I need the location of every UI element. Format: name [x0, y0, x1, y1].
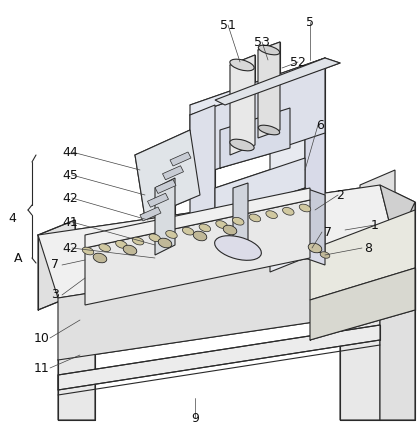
Text: 45: 45: [62, 168, 78, 182]
Polygon shape: [58, 245, 395, 360]
Polygon shape: [85, 188, 310, 248]
Ellipse shape: [258, 125, 280, 135]
Polygon shape: [190, 58, 325, 115]
Text: 10: 10: [34, 331, 50, 345]
Ellipse shape: [283, 207, 294, 215]
Text: 1: 1: [371, 218, 379, 232]
Polygon shape: [190, 68, 325, 178]
Ellipse shape: [182, 227, 194, 235]
Text: 7: 7: [51, 259, 59, 272]
Polygon shape: [258, 42, 280, 138]
Ellipse shape: [266, 211, 277, 218]
Polygon shape: [155, 178, 175, 255]
Polygon shape: [360, 170, 395, 255]
Ellipse shape: [232, 218, 244, 225]
Text: 44: 44: [62, 145, 78, 159]
Ellipse shape: [223, 225, 237, 235]
Polygon shape: [148, 193, 168, 207]
Polygon shape: [58, 340, 95, 420]
Text: 3: 3: [51, 288, 59, 302]
Ellipse shape: [249, 214, 261, 222]
Ellipse shape: [132, 237, 144, 245]
Text: 11: 11: [34, 361, 50, 374]
Ellipse shape: [149, 234, 161, 241]
Ellipse shape: [299, 204, 311, 212]
Polygon shape: [163, 166, 183, 180]
Text: 53: 53: [254, 35, 270, 48]
Text: 2: 2: [336, 189, 344, 202]
Ellipse shape: [99, 244, 111, 252]
Text: 5: 5: [306, 16, 314, 28]
Ellipse shape: [123, 245, 137, 255]
Polygon shape: [310, 268, 415, 340]
Ellipse shape: [216, 221, 227, 229]
Polygon shape: [305, 125, 325, 265]
Text: 52: 52: [290, 55, 306, 69]
Polygon shape: [155, 179, 176, 194]
Text: 6: 6: [316, 118, 324, 132]
Text: A: A: [14, 252, 22, 264]
Polygon shape: [38, 220, 75, 310]
Polygon shape: [310, 210, 415, 300]
Ellipse shape: [193, 231, 207, 241]
Polygon shape: [270, 125, 305, 272]
Polygon shape: [340, 285, 380, 420]
Text: 4: 4: [8, 211, 16, 225]
Text: 42: 42: [62, 241, 78, 254]
Polygon shape: [395, 202, 415, 310]
Text: 7: 7: [324, 225, 332, 238]
Ellipse shape: [308, 243, 322, 253]
Polygon shape: [38, 185, 395, 298]
Text: 9: 9: [191, 412, 199, 424]
Ellipse shape: [166, 231, 177, 238]
Polygon shape: [85, 200, 310, 305]
Ellipse shape: [82, 247, 94, 255]
Polygon shape: [233, 183, 248, 255]
Polygon shape: [140, 207, 161, 221]
Ellipse shape: [116, 241, 127, 248]
Ellipse shape: [199, 224, 211, 232]
Ellipse shape: [258, 45, 280, 55]
Text: 51: 51: [220, 19, 236, 31]
Ellipse shape: [230, 139, 254, 151]
Ellipse shape: [215, 236, 261, 260]
Polygon shape: [305, 188, 325, 255]
Polygon shape: [380, 185, 415, 270]
Polygon shape: [190, 105, 215, 242]
Polygon shape: [215, 188, 305, 272]
Ellipse shape: [158, 238, 172, 248]
Polygon shape: [215, 158, 305, 218]
Ellipse shape: [230, 59, 254, 71]
Text: 42: 42: [62, 191, 78, 205]
Ellipse shape: [93, 253, 107, 263]
Polygon shape: [380, 268, 415, 420]
Text: 41: 41: [62, 215, 78, 229]
Polygon shape: [220, 108, 290, 168]
Polygon shape: [170, 152, 191, 166]
Polygon shape: [230, 55, 255, 155]
Polygon shape: [58, 325, 380, 390]
Ellipse shape: [320, 252, 330, 258]
Polygon shape: [215, 58, 340, 105]
Text: 8: 8: [364, 241, 372, 254]
Polygon shape: [135, 130, 200, 218]
